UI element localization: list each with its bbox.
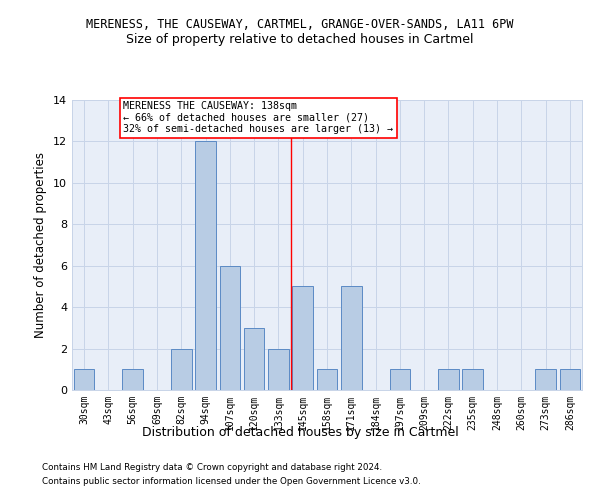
Text: MERENESS, THE CAUSEWAY, CARTMEL, GRANGE-OVER-SANDS, LA11 6PW: MERENESS, THE CAUSEWAY, CARTMEL, GRANGE-… xyxy=(86,18,514,30)
Bar xyxy=(317,370,337,390)
Bar xyxy=(292,286,313,390)
Bar xyxy=(535,370,556,390)
Bar xyxy=(171,348,191,390)
Text: Distribution of detached houses by size in Cartmel: Distribution of detached houses by size … xyxy=(142,426,458,439)
Text: MERENESS THE CAUSEWAY: 138sqm
← 66% of detached houses are smaller (27)
32% of s: MERENESS THE CAUSEWAY: 138sqm ← 66% of d… xyxy=(123,101,393,134)
Bar xyxy=(244,328,265,390)
Bar xyxy=(122,370,143,390)
Y-axis label: Number of detached properties: Number of detached properties xyxy=(34,152,47,338)
Bar xyxy=(268,348,289,390)
Bar xyxy=(74,370,94,390)
Bar xyxy=(195,142,216,390)
Bar xyxy=(438,370,459,390)
Bar xyxy=(220,266,240,390)
Bar xyxy=(463,370,483,390)
Bar xyxy=(389,370,410,390)
Text: Size of property relative to detached houses in Cartmel: Size of property relative to detached ho… xyxy=(126,32,474,46)
Text: Contains HM Land Registry data © Crown copyright and database right 2024.: Contains HM Land Registry data © Crown c… xyxy=(42,464,382,472)
Bar xyxy=(560,370,580,390)
Bar xyxy=(341,286,362,390)
Text: Contains public sector information licensed under the Open Government Licence v3: Contains public sector information licen… xyxy=(42,477,421,486)
